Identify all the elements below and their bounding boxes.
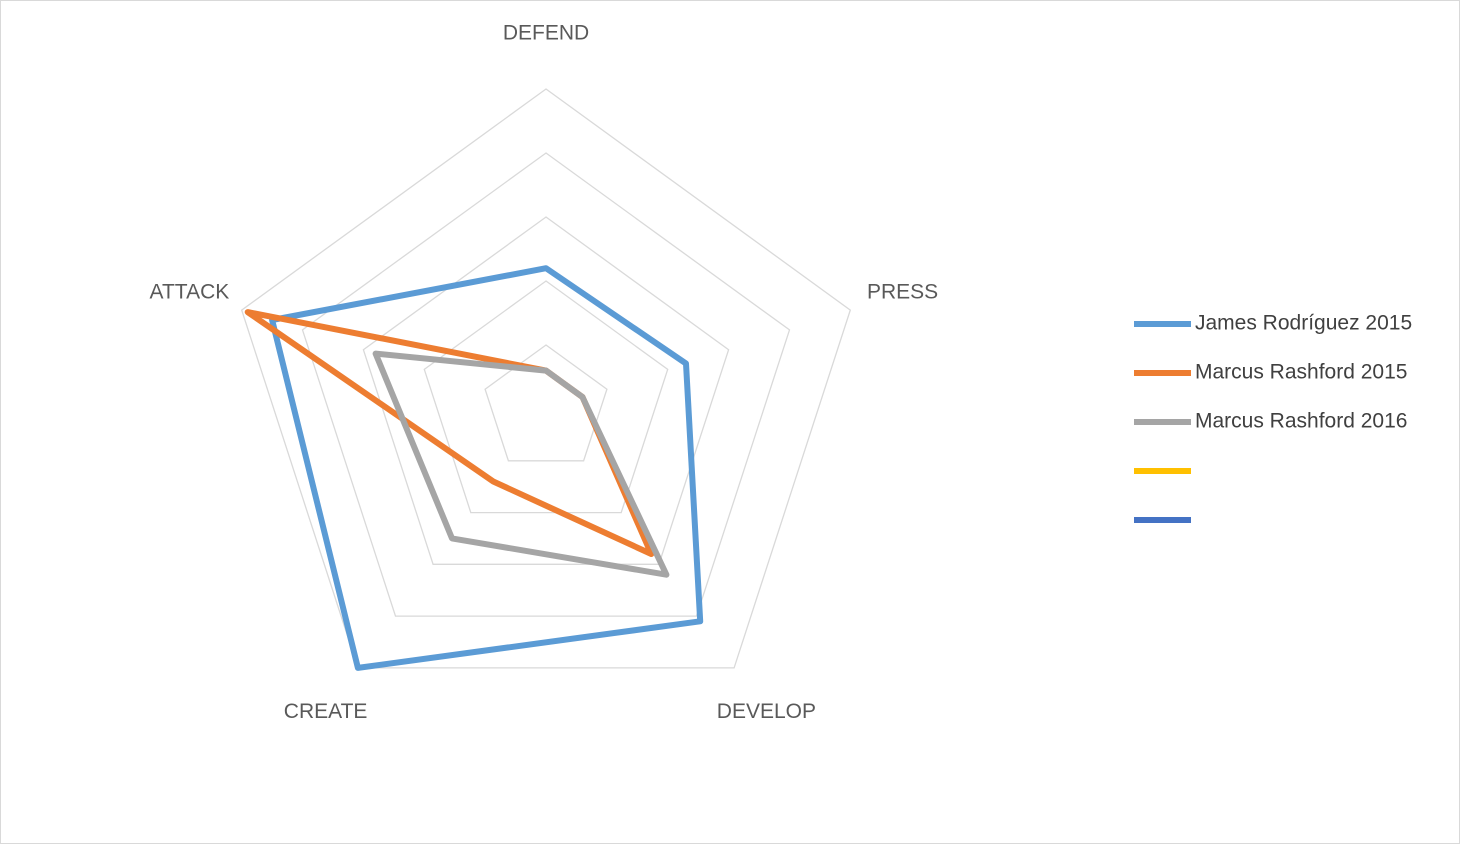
axis-label-defend: DEFEND: [503, 22, 589, 45]
legend-label-2: Marcus Rashford 2015: [1195, 361, 1407, 384]
grid-ring-2: [423, 280, 669, 514]
axis-labels: DEFEND PRESS DEVELOP CREATE ATTACK: [150, 22, 939, 723]
axis-label-attack: ATTACK: [150, 281, 230, 304]
axis-label-create: CREATE: [284, 700, 368, 723]
grid-ring-5: [240, 88, 852, 669]
series-line-1: [269, 265, 704, 671]
radar-series: [244, 265, 704, 671]
legend-item-3: Marcus Rashford 2016: [1134, 410, 1407, 433]
series-line-3: [372, 350, 670, 578]
grid-ring-1: [484, 344, 608, 462]
legend-label-3: Marcus Rashford 2016: [1195, 410, 1407, 433]
legend-item-1: James Rodríguez 2015: [1134, 312, 1412, 335]
axis-label-develop: DEVELOP: [717, 700, 816, 723]
legend: James Rodríguez 2015 Marcus Rashford 2015…: [1134, 312, 1412, 523]
legend-label-1: James Rodríguez 2015: [1195, 312, 1412, 335]
legend-item-2: Marcus Rashford 2015: [1134, 361, 1407, 384]
axis-label-press: PRESS: [867, 281, 938, 304]
grid-ring-4: [301, 152, 791, 617]
grid-ring-3: [362, 216, 730, 565]
radar-grid: [240, 88, 852, 669]
